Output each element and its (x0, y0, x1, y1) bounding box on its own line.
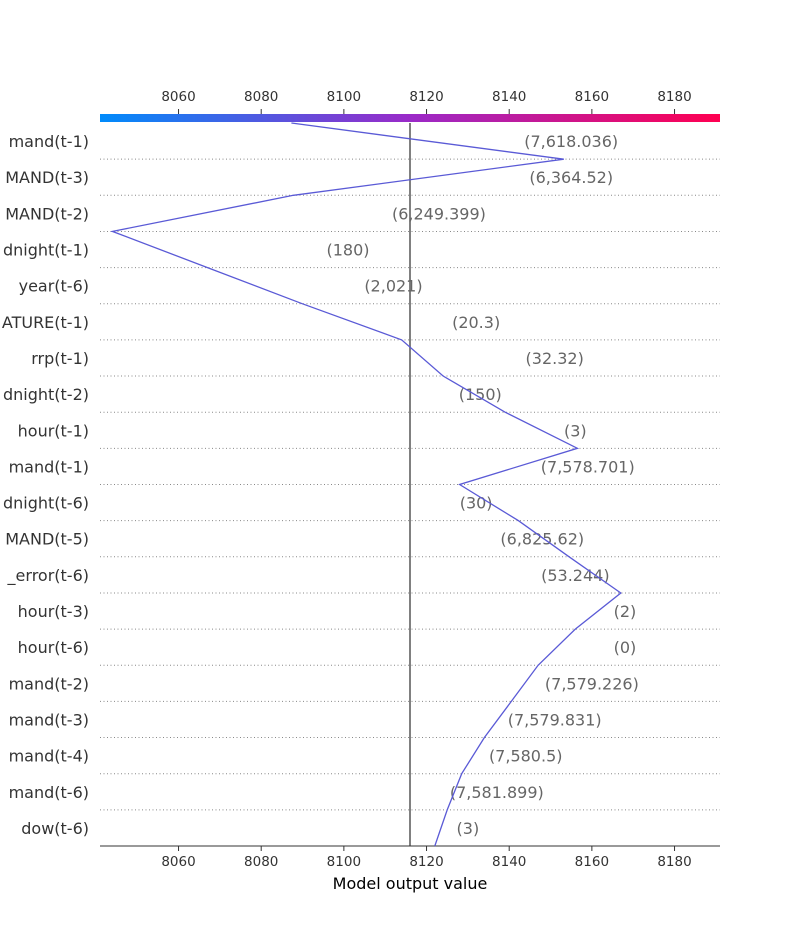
bottom-tick-label: 8120 (409, 854, 443, 870)
bottom-tick-label: 8180 (657, 854, 691, 870)
x-axis-title: Model output value (333, 874, 488, 893)
feature-label: rrp(t-1) (31, 349, 89, 368)
feature-value-label: (2,021) (364, 277, 422, 296)
top-tick-label: 8080 (244, 89, 278, 105)
feature-label: ATURE(t-1) (2, 313, 89, 332)
feature-value-label: (2) (614, 602, 637, 621)
feature-value-label: (6,249.399) (392, 204, 486, 223)
feature-value-label: (53.244) (541, 566, 609, 585)
feature-label: MAND(t-2) (5, 204, 89, 223)
bottom-tick-label: 8060 (161, 854, 195, 870)
bottom-tick-label: 8080 (244, 854, 278, 870)
feature-label: mand(t-1) (9, 132, 89, 151)
bottom-tick-label: 8140 (492, 854, 526, 870)
feature-value-label: (30) (460, 494, 493, 513)
feature-label: MAND(t-3) (5, 168, 89, 187)
feature-label: hour(t-3) (18, 602, 89, 621)
feature-label: dow(t-6) (21, 819, 89, 838)
feature-value-label: (7,580.5) (489, 747, 563, 766)
feature-label: hour(t-6) (18, 638, 89, 657)
top-tick-label: 8180 (657, 89, 691, 105)
feature-label: mand(t-3) (9, 710, 89, 729)
feature-value-label: (6,364.52) (529, 168, 613, 187)
top-tick-label: 8160 (575, 89, 609, 105)
feature-value-label: (0) (614, 638, 637, 657)
feature-label: mand(t-4) (9, 747, 89, 766)
feature-value-label: (7,579.226) (545, 674, 639, 693)
feature-label: mand(t-6) (9, 783, 89, 802)
feature-value-label: (3) (457, 819, 480, 838)
feature-value-label: (7,618.036) (524, 132, 618, 151)
feature-value-label: (32.32) (526, 349, 584, 368)
feature-label: year(t-6) (19, 277, 89, 296)
top-tick-label: 8100 (327, 89, 361, 105)
feature-label: mand(t-1) (9, 457, 89, 476)
decision-path-line (110, 122, 622, 847)
feature-value-label: (7,578.701) (541, 457, 635, 476)
feature-value-labels: (7,618.036) (6,364.52) (6,249.399) (180) (2,… (326, 132, 638, 838)
bottom-tick-label: 8100 (327, 854, 361, 870)
feature-label: hour(t-1) (18, 421, 89, 440)
feature-value-label: (7,579.831) (508, 710, 602, 729)
feature-label: mand(t-2) (9, 674, 89, 693)
feature-labels: mand(t-1) MAND(t-3) MAND(t-2) dnight(t-1) ye… (2, 132, 89, 838)
top-tick-label: 8060 (161, 89, 195, 105)
feature-value-label: (20.3) (452, 313, 500, 332)
top-tick-label: 8140 (492, 89, 526, 105)
top-axis-ticks: 8060 8080 8100 8120 8140 8160 8180 (161, 89, 692, 114)
bottom-tick-label: 8160 (575, 854, 609, 870)
feature-value-label: (150) (459, 385, 502, 404)
feature-label: dnight(t-1) (3, 241, 89, 260)
feature-value-label: (3) (564, 421, 587, 440)
feature-label: _error(t-6) (7, 566, 89, 586)
feature-value-label: (7,581.899) (450, 783, 544, 802)
top-tick-label: 8120 (409, 89, 443, 105)
feature-label: MAND(t-5) (5, 530, 89, 549)
color-bar (100, 114, 720, 122)
feature-value-label: (6,825.62) (500, 530, 584, 549)
feature-label: dnight(t-2) (3, 385, 89, 404)
feature-value-label: (180) (326, 241, 369, 260)
feature-label: dnight(t-6) (3, 494, 89, 513)
bottom-axis-ticks: 8060 8080 8100 8120 8140 8160 8180 (161, 846, 692, 870)
